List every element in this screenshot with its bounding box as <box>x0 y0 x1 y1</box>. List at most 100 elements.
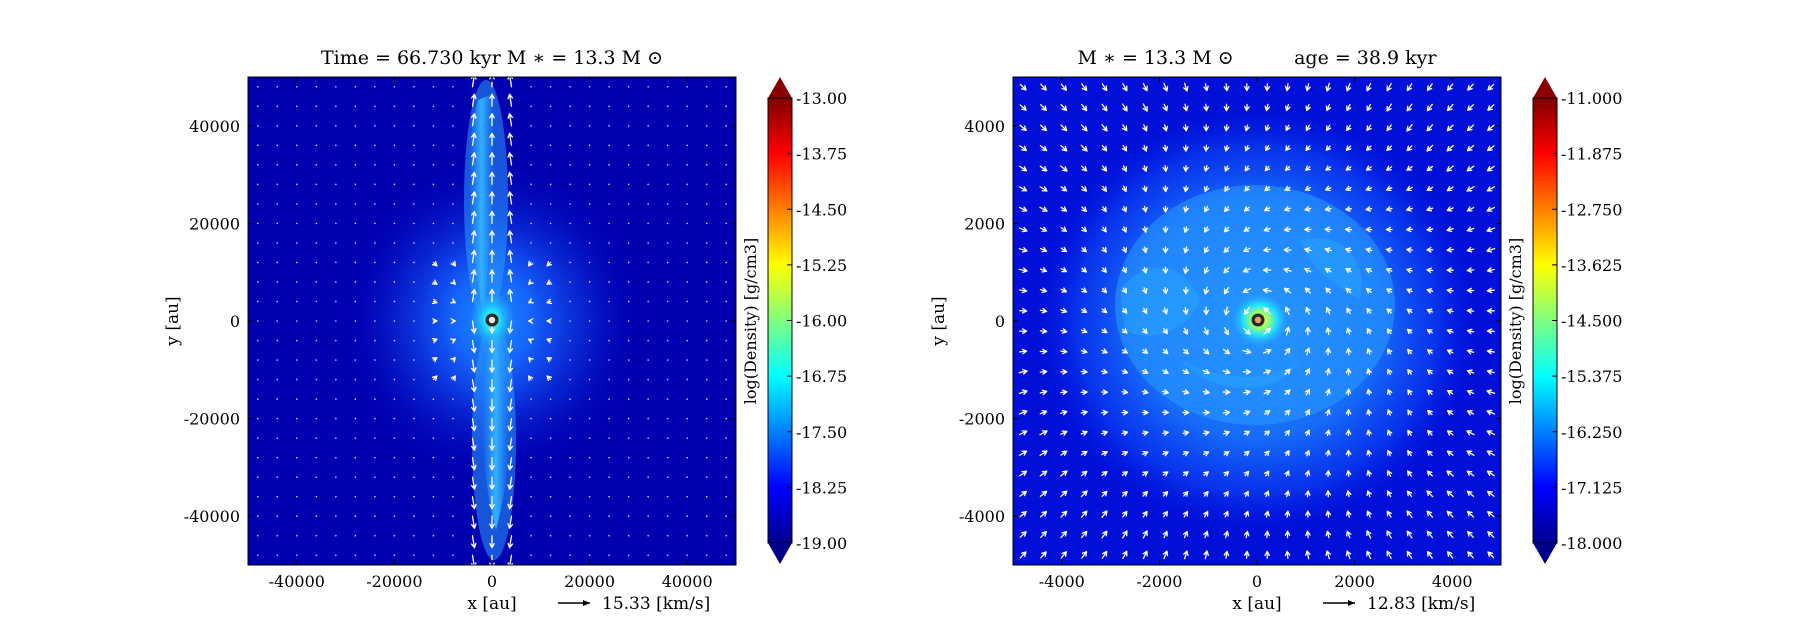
velocity-arrow <box>1426 530 1433 539</box>
velocity-arrow <box>1466 348 1475 355</box>
velocity-arrow <box>588 125 591 127</box>
velocity-arrow <box>1223 327 1230 336</box>
velocity-arrow <box>1345 347 1352 356</box>
velocity-arrow <box>647 339 649 342</box>
velocity-arrow <box>1182 103 1189 112</box>
velocity-arrow <box>1386 103 1392 112</box>
velocity-arrow <box>315 203 318 205</box>
velocity-arrow <box>1406 308 1413 315</box>
velocity-arrow <box>452 85 454 88</box>
velocity-arrow <box>1019 104 1027 111</box>
velocity-arrow <box>1183 82 1189 92</box>
velocity-arrow <box>413 398 415 400</box>
velocity-arrow <box>413 300 415 303</box>
velocity-arrow <box>1142 185 1148 193</box>
velocity-arrow <box>1366 103 1372 112</box>
velocity-arrow <box>354 359 357 361</box>
velocity-arrow <box>666 398 669 400</box>
velocity-arrow <box>608 85 610 88</box>
velocity-arrow <box>354 203 357 205</box>
velocity-arrow <box>354 437 357 439</box>
velocity-arrow <box>705 183 708 186</box>
velocity-arrow <box>666 456 669 459</box>
velocity-arrow <box>588 261 591 264</box>
velocity-arrow <box>647 359 649 361</box>
velocity-arrow <box>1223 550 1230 559</box>
velocity-arrow <box>374 359 376 361</box>
velocity-arrow <box>1466 490 1475 498</box>
velocity-arrow <box>1101 124 1108 132</box>
panel-1-y-axis-label: y [au] <box>163 296 183 346</box>
velocity-arrow <box>1406 83 1413 92</box>
velocity-arrow <box>1426 329 1433 335</box>
velocity-arrow <box>1345 206 1352 212</box>
velocity-arrow <box>470 554 477 565</box>
velocity-arrow <box>608 144 610 147</box>
velocity-arrow <box>374 515 376 517</box>
y-tick-label: -40000 <box>184 507 240 526</box>
velocity-arrow <box>1081 206 1088 212</box>
velocity-arrow <box>432 398 435 400</box>
velocity-arrow <box>1446 389 1454 396</box>
velocity-arrow <box>1121 328 1128 334</box>
velocity-arrow <box>1243 490 1249 497</box>
colorbar-tick-label: -17.50 <box>796 423 847 442</box>
velocity-arrow <box>354 320 357 322</box>
velocity-arrow <box>1386 388 1393 396</box>
velocity-arrow <box>413 515 415 517</box>
velocity-arrow <box>1426 144 1434 152</box>
velocity-arrow <box>1466 165 1475 172</box>
velocity-arrow <box>470 496 477 510</box>
velocity-arrow <box>1101 530 1108 539</box>
panel-2-colorbar-label: log(Density) [g/cm3] <box>1506 238 1525 404</box>
velocity-arrow <box>452 398 454 400</box>
velocity-arrow <box>1040 83 1047 91</box>
velocity-arrow <box>470 171 477 186</box>
velocity-arrow <box>608 437 610 439</box>
velocity-arrow <box>1121 287 1128 294</box>
velocity-arrow <box>276 495 279 498</box>
velocity-arrow <box>1345 82 1352 92</box>
velocity-arrow <box>627 495 630 498</box>
velocity-arrow <box>686 144 688 147</box>
velocity-arrow <box>1162 266 1169 274</box>
velocity-arrow <box>354 242 357 244</box>
velocity-arrow <box>1426 267 1434 274</box>
velocity-arrow <box>335 359 337 361</box>
velocity-arrow <box>354 261 357 264</box>
velocity-arrow <box>1203 83 1209 92</box>
velocity-arrow <box>549 85 552 88</box>
velocity-arrow <box>1101 103 1108 112</box>
velocity-arrow <box>1366 409 1372 416</box>
velocity-arrow <box>413 359 415 361</box>
velocity-arrow <box>1182 144 1189 152</box>
velocity-arrow <box>1080 124 1088 132</box>
velocity-arrow <box>647 456 649 459</box>
velocity-arrow <box>276 105 279 108</box>
velocity-arrow <box>1223 266 1230 274</box>
velocity-arrow <box>1223 530 1230 539</box>
velocity-arrow <box>569 164 571 166</box>
velocity-arrow <box>1386 550 1392 559</box>
velocity-arrow <box>725 85 728 88</box>
velocity-arrow <box>1426 226 1434 233</box>
velocity-arrow <box>1142 287 1148 294</box>
velocity-arrow <box>470 359 477 373</box>
velocity-arrow <box>530 203 532 205</box>
velocity-arrow <box>1039 226 1048 232</box>
velocity-arrow <box>1305 103 1311 112</box>
y-tick-label: -4000 <box>959 507 1005 526</box>
velocity-arrow <box>725 378 728 381</box>
velocity-arrow <box>489 249 495 264</box>
velocity-arrow <box>686 398 688 400</box>
velocity-arrow <box>1486 328 1495 335</box>
velocity-arrow <box>1385 206 1393 212</box>
velocity-arrow <box>1345 429 1352 437</box>
velocity-arrow <box>315 85 318 88</box>
velocity-arrow <box>1101 389 1108 395</box>
velocity-arrow <box>470 93 477 107</box>
velocity-arrow <box>1264 103 1271 112</box>
velocity-arrow <box>1243 246 1251 253</box>
velocity-arrow <box>627 359 630 361</box>
velocity-arrow <box>354 378 357 381</box>
